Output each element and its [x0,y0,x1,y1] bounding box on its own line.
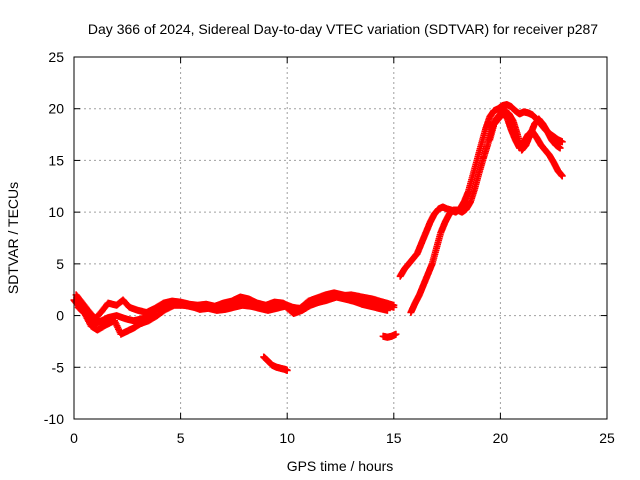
plot-frame [73,56,608,420]
y-tick-label: 0 [56,308,64,324]
series-track-c [74,293,391,338]
data-point [390,303,398,311]
y-tick-label: 20 [48,101,64,117]
y-tick-label: 25 [48,49,64,65]
x-tick-label: 0 [70,430,78,446]
series-track-rise-c [486,110,566,180]
y-axis-label: SDTVAR / TECUs [5,182,21,294]
y-tick-labels: -10 -5 0 5 10 15 20 25 [44,49,64,427]
data-point [283,366,291,374]
data-point [558,138,566,146]
x-tick-label: 5 [177,430,185,446]
y-tick-label: 5 [56,256,64,272]
data-points [70,101,566,374]
data-point [392,330,400,338]
x-tick-label: 10 [279,430,295,446]
data-point [383,306,391,314]
y-tick-label: 15 [48,152,64,168]
x-tick-label: 25 [599,430,615,446]
x-tick-label: 20 [493,430,509,446]
data-point [558,172,566,180]
series-segment-dip [260,353,291,374]
axis-ticks [73,56,608,420]
x-tick-labels: 0 5 10 15 20 25 [70,430,615,446]
y-tick-label: 10 [48,204,64,220]
y-tick-label: -5 [52,359,65,375]
x-axis-label: GPS time / hours [287,458,394,474]
data-point [556,144,564,152]
chart-title: Day 366 of 2024, Sidereal Day-to-day VTE… [88,21,598,37]
y-tick-label: -10 [44,411,64,427]
x-tick-label: 15 [386,430,402,446]
series-segment-low [379,330,400,341]
